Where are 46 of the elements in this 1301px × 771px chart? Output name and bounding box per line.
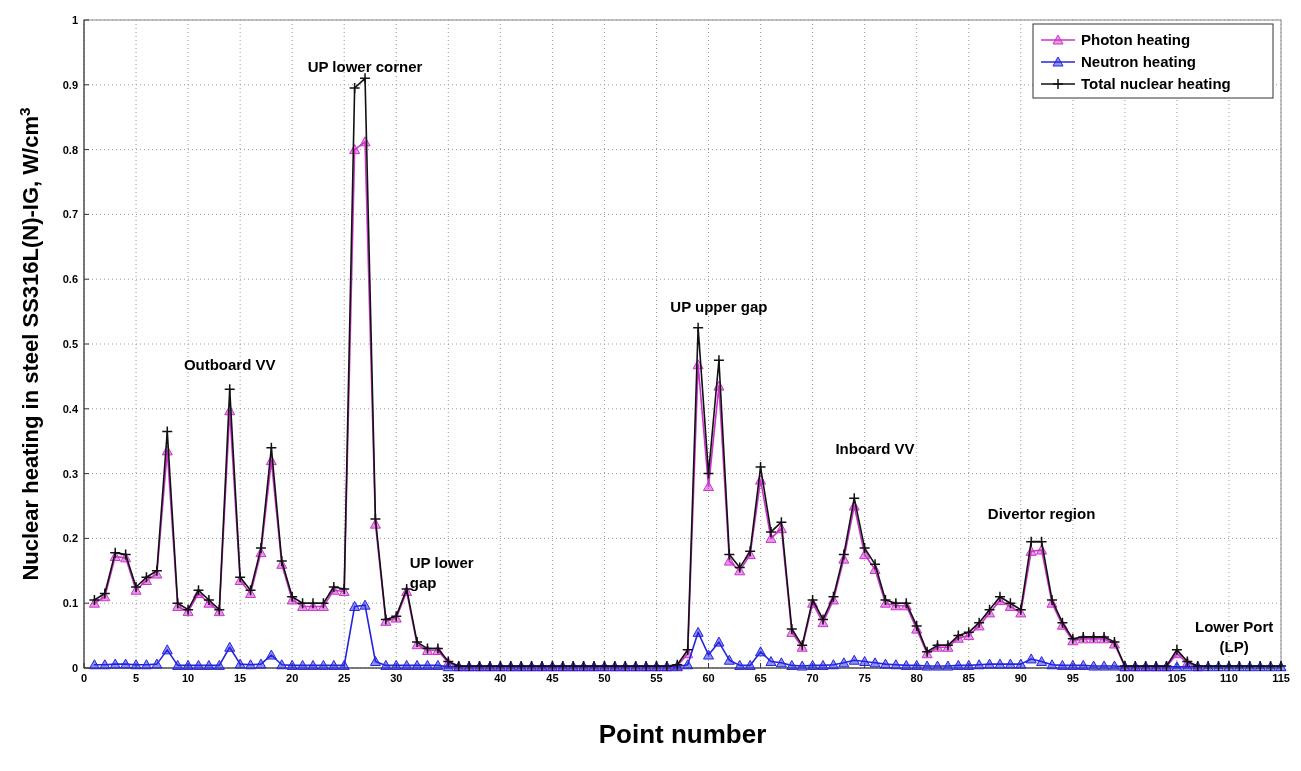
y-tick-label: 0.5 [62,338,78,350]
legend-label: Total nuclear heating [1081,75,1231,92]
annotation: Outboard VV [183,355,276,373]
legend-label: Neutron heating [1081,53,1196,70]
annotation: Inboard VV [835,440,915,458]
x-tick-label: 100 [1115,672,1135,684]
x-tick-label: 30 [390,672,403,684]
x-tick-label: 85 [962,672,975,684]
x-tick-label: 10 [181,672,195,684]
annotation: Divertor region [987,504,1096,522]
y-tick-label: 0.6 [62,273,78,286]
x-tick-label: 15 [234,672,247,684]
y-tick-label: 0.8 [62,143,78,156]
legend-label: Photon heating [1081,31,1191,48]
x-tick-label: 45 [546,672,559,684]
x-tick-label: 60 [702,672,715,684]
annotation: UP lower corner [307,57,423,75]
x-tick-label: 0 [80,672,88,684]
y-tick-label: 0.2 [62,532,78,545]
x-tick-label: 50 [598,672,611,684]
x-tick-label: 95 [1066,672,1079,684]
annotation: Lower Port (LP) [1194,618,1274,656]
y-tick-label: 1 [71,14,78,26]
annotation: UP upper gap [670,297,768,315]
x-tick-label: 25 [338,672,351,684]
x-axis-title: Point number [598,719,767,749]
x-tick-label: 110 [1220,672,1238,684]
x-tick-label: 20 [286,672,299,684]
x-tick-label: 70 [806,672,819,684]
x-tick-label: 5 [132,672,140,684]
y-tick-label: 0.4 [62,402,79,415]
annotation: UP lower gap [409,553,474,591]
x-tick-label: 35 [442,672,455,684]
x-tick-label: 80 [910,672,923,684]
x-tick-label: 115 [1272,672,1290,684]
x-tick-label: 55 [650,672,663,684]
x-tick-label: 75 [858,672,871,684]
x-tick-label: 105 [1167,672,1187,684]
y-tick-label: 0.7 [62,208,78,221]
y-tick-label: 0 [71,662,78,674]
x-tick-label: 40 [494,672,507,684]
y-tick-label: 0.1 [62,597,78,610]
y-tick-label: 0.9 [62,78,78,91]
x-tick-label: 65 [754,672,767,684]
x-tick-label: 90 [1014,672,1027,684]
y-tick-label: 0.3 [62,467,78,480]
